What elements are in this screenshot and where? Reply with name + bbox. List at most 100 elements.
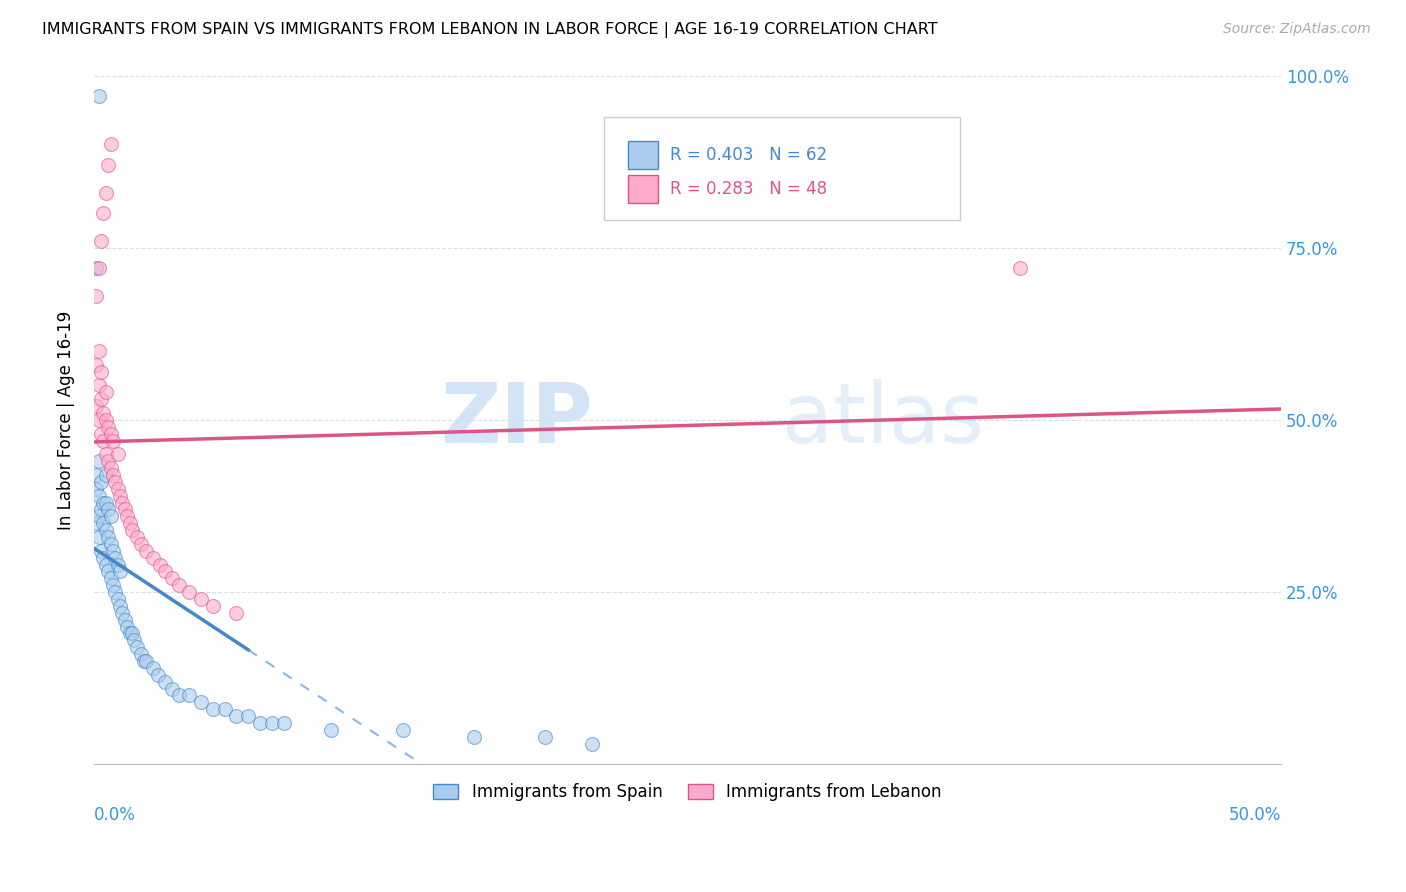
Point [84, 261, 107, 276]
Point [94, 468, 117, 483]
Point [108, 489, 131, 503]
Point [121, 626, 143, 640]
Point [97, 454, 120, 468]
Point [132, 654, 155, 668]
Text: 0.0%: 0.0% [94, 805, 136, 823]
Point [581, 737, 603, 751]
Point [100, 137, 122, 152]
Point [391, 723, 413, 737]
Point [135, 654, 157, 668]
Text: ZIP: ZIP [440, 379, 592, 460]
Point [107, 482, 129, 496]
Point [87, 261, 110, 276]
Point [135, 543, 157, 558]
Point [131, 647, 153, 661]
Point [93, 406, 115, 420]
Point [90, 392, 112, 407]
Point [84, 399, 107, 413]
Point [87, 89, 110, 103]
Text: 50.0%: 50.0% [1229, 805, 1281, 823]
Bar [628, 176, 658, 203]
Text: IMMIGRANTS FROM SPAIN VS IMMIGRANTS FROM LEBANON IN LABOR FORCE | AGE 16-19 CORR: IMMIGRANTS FROM SPAIN VS IMMIGRANTS FROM… [42, 22, 938, 38]
Point [108, 565, 131, 579]
Point [84, 516, 107, 531]
Point [162, 681, 184, 696]
Point [94, 413, 117, 427]
Point [90, 426, 112, 441]
Point [87, 454, 110, 468]
Point [118, 516, 141, 531]
Point [97, 158, 120, 172]
Point [125, 640, 148, 655]
Point [142, 661, 165, 675]
Point [131, 537, 153, 551]
Point [100, 426, 122, 441]
Point [149, 558, 172, 572]
Point [87, 413, 110, 427]
Point [142, 550, 165, 565]
Point [321, 723, 343, 737]
Legend: Immigrants from Spain, Immigrants from Lebanon: Immigrants from Spain, Immigrants from L… [427, 776, 948, 807]
Point [97, 502, 120, 516]
Point [84, 289, 107, 303]
Point [101, 578, 124, 592]
Point [97, 419, 120, 434]
Point [111, 495, 134, 509]
Point [94, 186, 117, 200]
Point [177, 689, 200, 703]
Point [90, 234, 112, 248]
Point [249, 715, 271, 730]
Point [107, 591, 129, 606]
Point [104, 550, 127, 565]
Point [111, 606, 134, 620]
Point [90, 543, 112, 558]
Point [97, 530, 120, 544]
Point [104, 475, 127, 489]
Point [463, 730, 485, 744]
Point [201, 599, 224, 613]
Point [114, 502, 136, 516]
Point [115, 619, 138, 633]
Point [84, 468, 107, 483]
Point [201, 702, 224, 716]
Point [94, 523, 117, 537]
Text: R = 0.403   N = 62: R = 0.403 N = 62 [669, 145, 827, 164]
Y-axis label: In Labor Force | Age 16-19: In Labor Force | Age 16-19 [58, 310, 75, 530]
Point [124, 633, 146, 648]
Point [534, 730, 557, 744]
Point [162, 571, 184, 585]
Point [90, 365, 112, 379]
Point [1008, 261, 1031, 276]
Point [100, 537, 122, 551]
Point [87, 489, 110, 503]
Point [273, 715, 295, 730]
Point [100, 571, 122, 585]
Point [87, 530, 110, 544]
Bar [628, 141, 658, 169]
Point [225, 709, 247, 723]
Point [93, 495, 115, 509]
Point [153, 565, 176, 579]
Point [108, 599, 131, 613]
Point [94, 385, 117, 400]
Point [93, 516, 115, 531]
Point [169, 578, 191, 592]
Point [177, 585, 200, 599]
Point [101, 543, 124, 558]
Point [100, 509, 122, 524]
Point [94, 495, 117, 509]
Point [87, 344, 110, 359]
Text: R = 0.283   N = 48: R = 0.283 N = 48 [669, 180, 827, 198]
Text: Source: ZipAtlas.com: Source: ZipAtlas.com [1223, 22, 1371, 37]
Point [104, 585, 127, 599]
Point [84, 358, 107, 372]
Point [93, 550, 115, 565]
Point [238, 709, 260, 723]
FancyBboxPatch shape [605, 117, 960, 220]
Point [190, 695, 212, 709]
Point [125, 530, 148, 544]
Point [87, 378, 110, 392]
Point [118, 626, 141, 640]
Point [84, 482, 107, 496]
Point [87, 509, 110, 524]
